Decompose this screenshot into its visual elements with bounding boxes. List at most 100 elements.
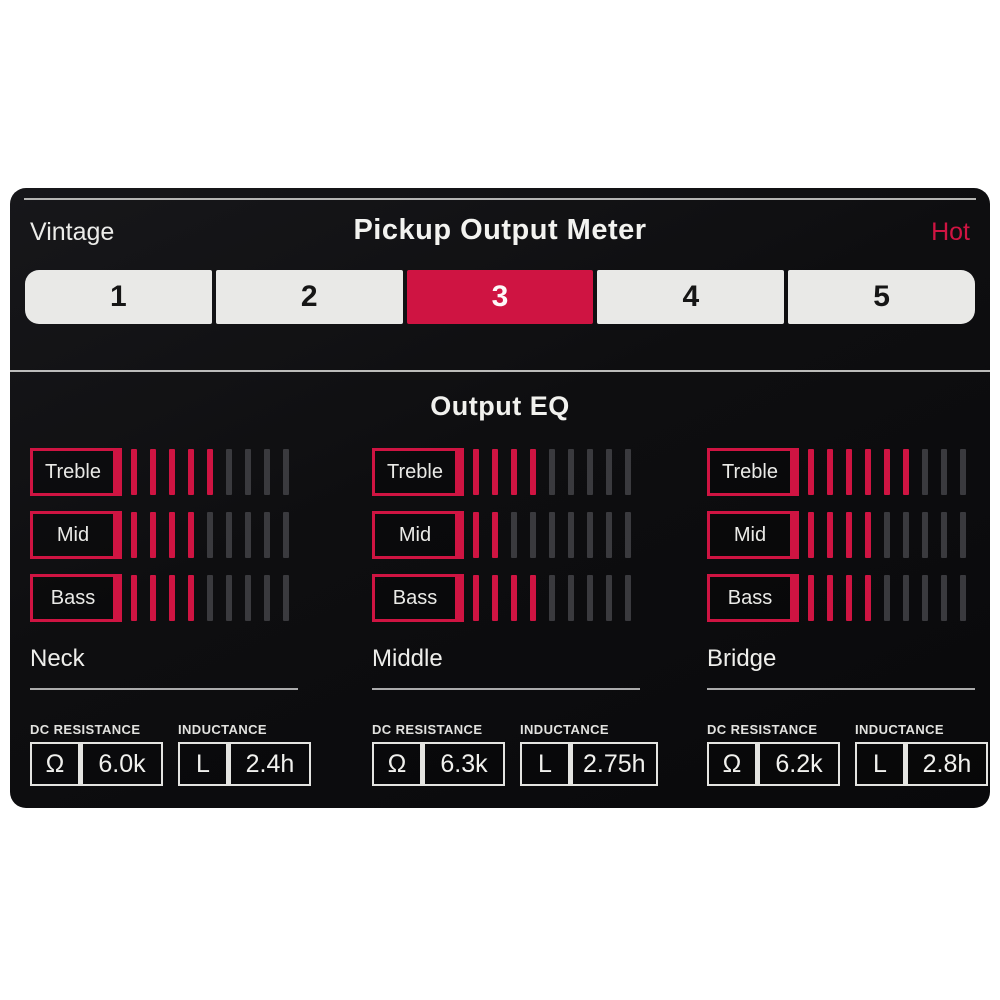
scale-left-label: Vintage <box>30 218 115 246</box>
eq-bar-dim <box>226 449 232 495</box>
eq-bar-dim <box>568 449 574 495</box>
eq-bar-dim <box>625 512 631 558</box>
eq-bar-lit <box>808 575 814 621</box>
eq-bar-dim <box>606 575 612 621</box>
eq-bar-dim <box>245 449 251 495</box>
treble-label-box: Treble <box>372 448 464 496</box>
eq-bar-lit <box>846 512 852 558</box>
eq-bar-dim <box>941 449 947 495</box>
eq-bar-dim <box>226 575 232 621</box>
eq-bar-lit <box>169 575 175 621</box>
eq-bar-lit <box>884 449 890 495</box>
eq-bar-lit <box>207 449 213 495</box>
meter-segment-4[interactable]: 4 <box>597 270 785 324</box>
meter-segment-label: 2 <box>300 280 318 313</box>
treble-label: Treble <box>722 460 778 483</box>
eq-bar-dim <box>606 449 612 495</box>
eq-bar-lit <box>188 575 194 621</box>
eq-bar-dim <box>587 575 593 621</box>
eq-bar-dim <box>587 512 593 558</box>
eq-bar-dim <box>530 512 536 558</box>
eq-bar-lit <box>846 575 852 621</box>
inductance-value: 2.4h <box>245 749 295 778</box>
bass-label-box: Bass <box>30 574 122 622</box>
eq-bar-dim <box>922 449 928 495</box>
eq-bar-lit <box>188 512 194 558</box>
top-divider <box>24 198 976 200</box>
meter-segment-label: 3 <box>491 280 509 313</box>
dc-resistance-spec: DC RESISTANCE Ω 6.2k <box>707 722 840 786</box>
mid-label-box: Mid <box>707 511 799 559</box>
eq-row-mid: Mid <box>707 511 979 559</box>
treble-bar-meter <box>131 449 289 495</box>
inductance-value: 2.8h <box>922 749 972 778</box>
mid-bar-meter <box>473 512 631 558</box>
eq-bar-dim <box>207 575 213 621</box>
eq-bar-lit <box>492 575 498 621</box>
pickup-underline <box>372 688 640 690</box>
pickup-name: Neck <box>30 645 85 672</box>
eq-bar-lit <box>903 449 909 495</box>
scale-right-label: Hot <box>931 218 970 246</box>
eq-row-bass: Bass <box>372 574 644 622</box>
mid-bar-meter <box>808 512 966 558</box>
inductance-box: L 2.75h <box>520 742 658 786</box>
meter-segment-5[interactable]: 5 <box>788 270 975 324</box>
eq-bar-lit <box>865 449 871 495</box>
header: Vintage Pickup Output Meter Hot <box>28 212 972 250</box>
eq-bar-lit <box>530 575 536 621</box>
eq-bar-dim <box>245 575 251 621</box>
eq-bar-lit <box>188 449 194 495</box>
eq-bar-dim <box>283 449 289 495</box>
eq-bar-lit <box>808 449 814 495</box>
meter-segment-1[interactable]: 1 <box>25 270 212 324</box>
eq-row-bass: Bass <box>30 574 302 622</box>
eq-bar-dim <box>245 512 251 558</box>
eq-bar-dim <box>511 512 517 558</box>
inductance-label: INDUCTANCE <box>520 722 609 737</box>
bass-label-box: Bass <box>372 574 464 622</box>
eq-bar-dim <box>568 512 574 558</box>
eq-bar-lit <box>827 575 833 621</box>
ohm-symbol: Ω <box>722 749 742 778</box>
mid-label: Mid <box>398 523 432 546</box>
bass-label: Bass <box>392 586 438 609</box>
eq-bar-lit <box>150 449 156 495</box>
dc-resistance-box: Ω 6.3k <box>372 742 505 786</box>
eq-bar-lit <box>827 512 833 558</box>
spec-row: DC RESISTANCE Ω 6.3k INDUCTANCE L 2.75h <box>372 722 658 786</box>
eq-bar-lit <box>865 512 871 558</box>
dc-resistance-box: Ω 6.2k <box>707 742 840 786</box>
dc-resistance-spec: DC RESISTANCE Ω 6.3k <box>372 722 505 786</box>
eq-bar-dim <box>549 575 555 621</box>
bass-bar-meter <box>473 575 631 621</box>
eq-bar-lit <box>492 512 498 558</box>
eq-bar-dim <box>568 575 574 621</box>
eq-bar-lit <box>827 449 833 495</box>
pickup-name: Bridge <box>707 645 777 672</box>
spec-row: DC RESISTANCE Ω 6.2k INDUCTANCE L 2.8h <box>707 722 988 786</box>
eq-bar-dim <box>884 575 890 621</box>
meter-segment-3[interactable]: 3 <box>406 270 594 324</box>
eq-bar-dim <box>625 575 631 621</box>
spec-divider <box>78 744 83 784</box>
dc-resistance-value: 6.0k <box>98 749 146 778</box>
spec-divider <box>568 744 573 784</box>
treble-label-box: Treble <box>707 448 799 496</box>
eq-bar-dim <box>207 512 213 558</box>
pickup-column-middle: Treble Mid Bass Middle DC RESISTANCE Ω 6… <box>372 448 658 786</box>
ohm-symbol: Ω <box>45 749 65 778</box>
inductance-spec: INDUCTANCE L 2.75h <box>520 722 658 786</box>
dc-resistance-label: DC RESISTANCE <box>372 722 483 737</box>
eq-bar-dim <box>960 449 966 495</box>
eq-bar-lit <box>169 449 175 495</box>
eq-bar-dim <box>884 512 890 558</box>
eq-bar-lit <box>865 575 871 621</box>
inductance-label: INDUCTANCE <box>855 722 944 737</box>
eq-bar-dim <box>226 512 232 558</box>
eq-bar-dim <box>941 512 947 558</box>
spec-divider <box>903 744 908 784</box>
meter-segment-2[interactable]: 2 <box>215 270 403 324</box>
eq-row-treble: Treble <box>30 448 302 496</box>
pickup-name: Middle <box>372 645 443 672</box>
